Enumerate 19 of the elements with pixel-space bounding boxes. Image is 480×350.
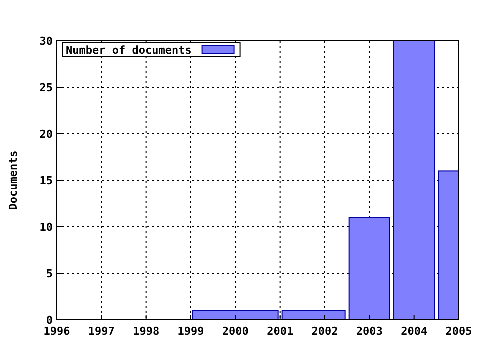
y-tick-label: 5	[46, 268, 53, 280]
x-tick-label: 2005	[446, 325, 472, 338]
x-tick-label: 2003	[356, 325, 383, 338]
y-axis-title: Documents	[7, 150, 20, 210]
y-tick-label: 30	[40, 35, 53, 48]
x-tick-label: 1999	[178, 325, 204, 338]
x-tick-label: 2000	[222, 325, 249, 338]
y-tick-label: 10	[40, 221, 53, 234]
x-tick-label: 2001	[267, 325, 294, 338]
x-tick-label: 1996	[44, 325, 71, 338]
y-tick-label: 20	[40, 128, 53, 141]
y-tick-label: 25	[40, 82, 53, 94]
x-tick-label: 1997	[88, 325, 115, 338]
x-tick-label: 2004	[401, 325, 428, 338]
legend-label: Number of documents	[66, 44, 192, 57]
y-tick-label: 0	[46, 314, 53, 327]
y-tick-label: 15	[40, 174, 53, 188]
x-tick-label: 1998	[133, 325, 160, 338]
x-tick-label: 2002	[312, 325, 338, 338]
